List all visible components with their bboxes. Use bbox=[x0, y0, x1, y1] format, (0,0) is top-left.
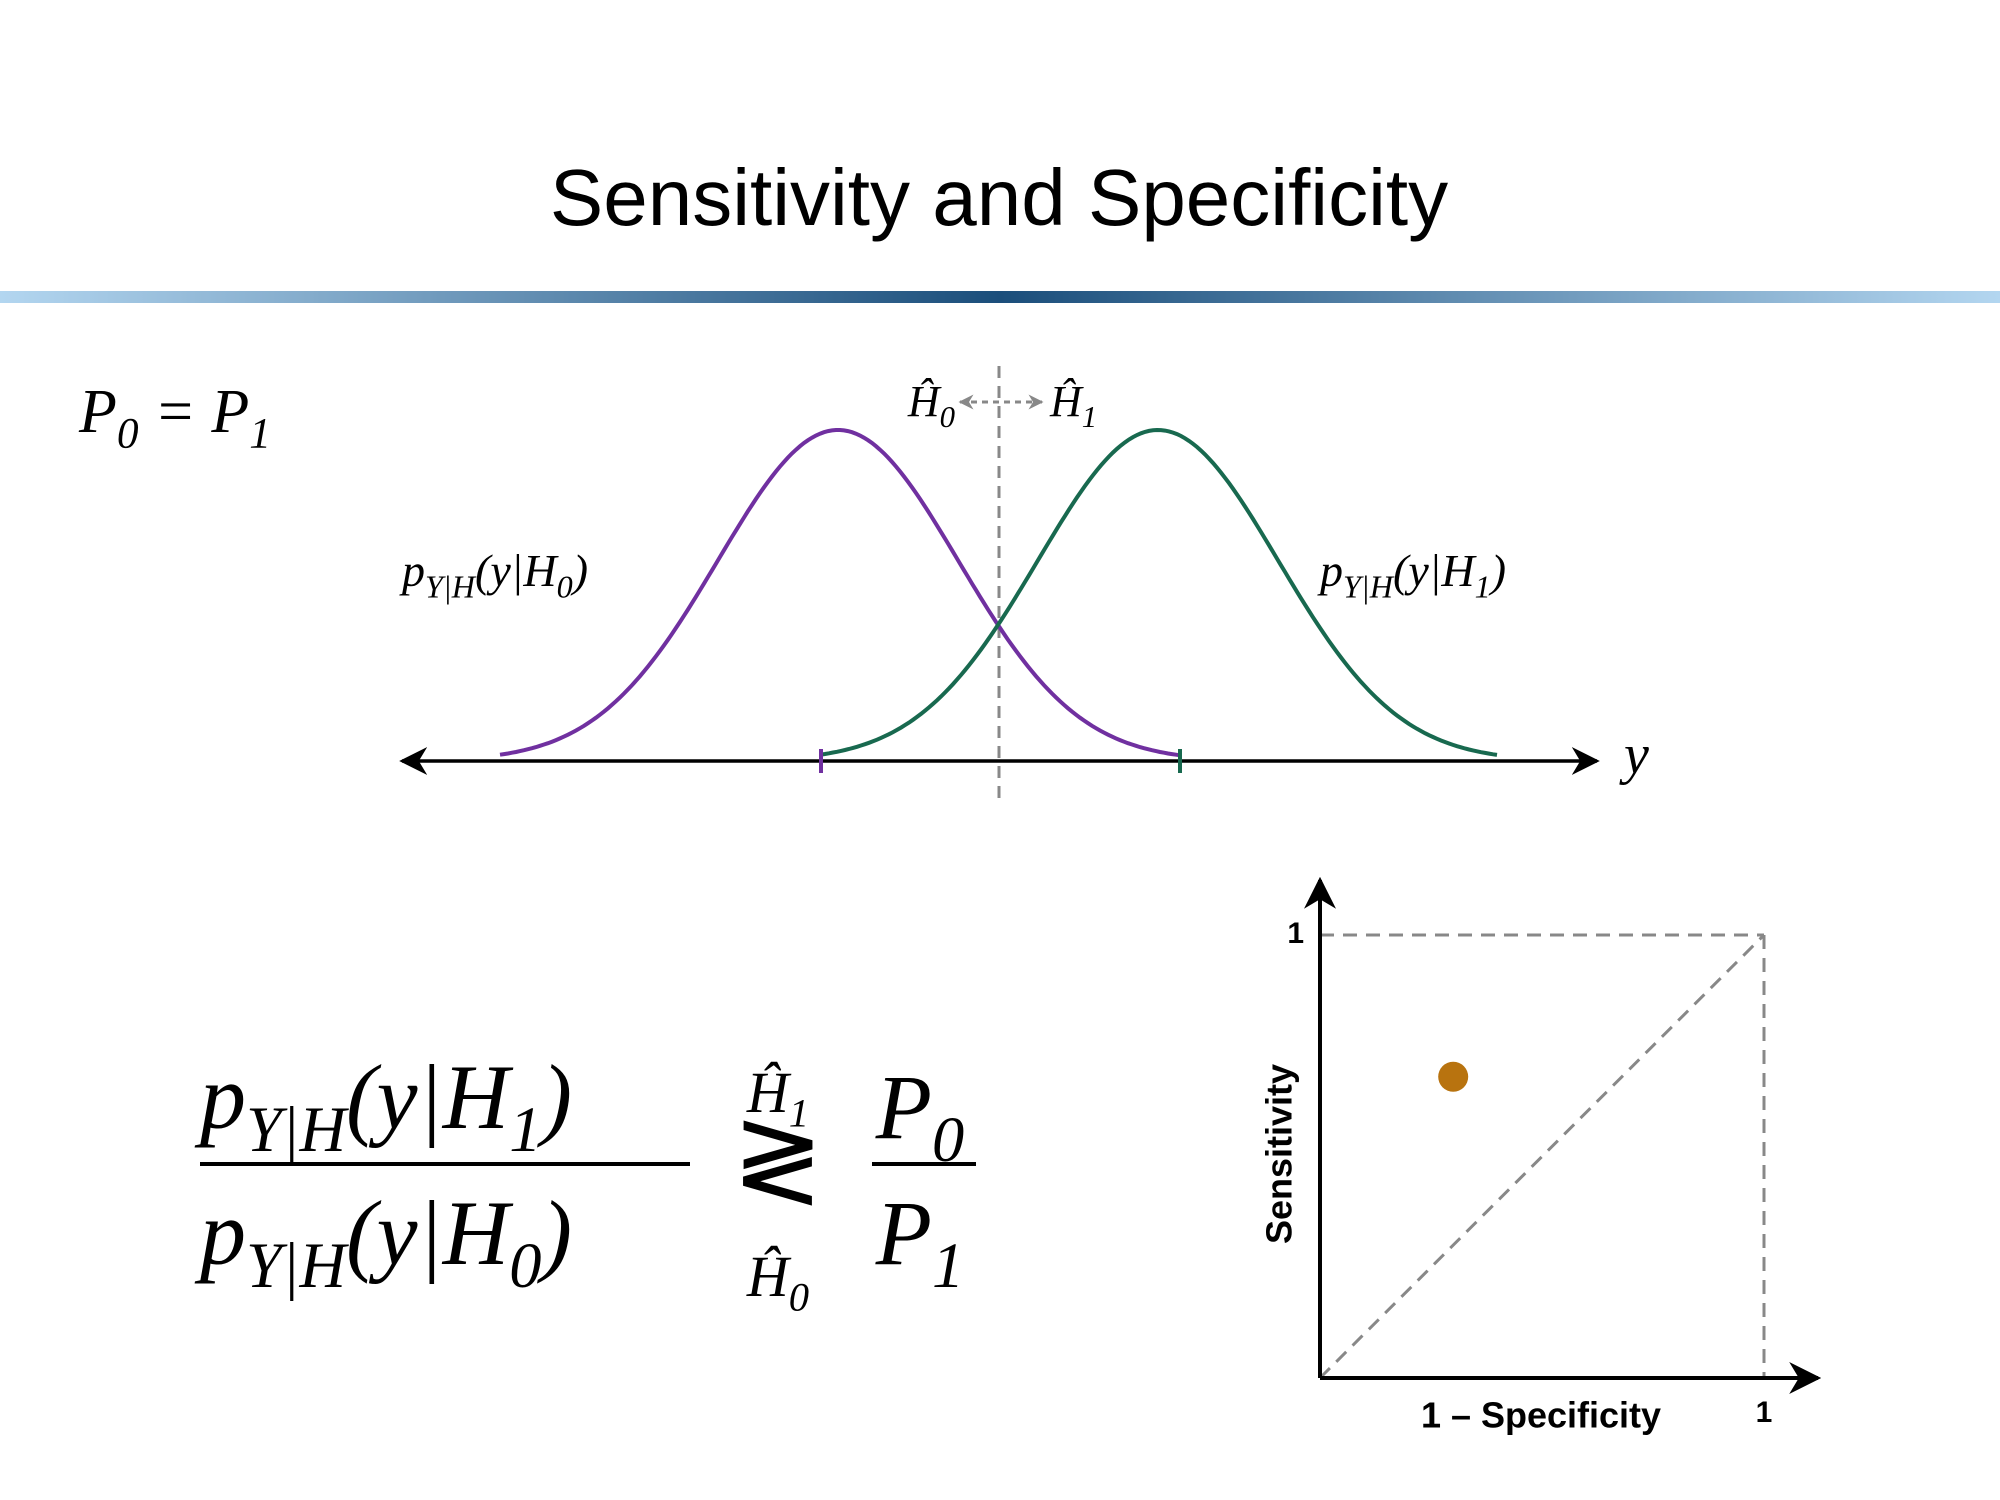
math-subscript: 0 bbox=[509, 1230, 541, 1301]
math-text: Ĥ bbox=[746, 1244, 792, 1309]
likelihood-ratio-test: pY|H(y|H1) pY|H(y|H0) Ĥ1 ≷ Ĥ0 P0 P1 bbox=[194, 1046, 976, 1320]
lower-decision: Ĥ0 bbox=[746, 1244, 809, 1320]
ratio-numerator: pY|H(y|H1) bbox=[194, 1046, 572, 1165]
density-label-h1: pY|H(y|H1) bbox=[1317, 545, 1506, 605]
math-text: P bbox=[875, 1056, 932, 1158]
density-curve-h0 bbox=[499, 428, 1181, 758]
upper-decision: Ĥ1 bbox=[746, 1060, 809, 1136]
math-subscript: 0 bbox=[789, 1275, 809, 1320]
y-axis-label: Sensitivity bbox=[1259, 1064, 1300, 1244]
density-label-h0: pY|H(y|H0) bbox=[399, 545, 588, 605]
math-text: = P bbox=[139, 378, 250, 446]
math-text: ) bbox=[536, 1182, 572, 1284]
title-rule bbox=[0, 291, 2000, 303]
math-subscript: Y|H bbox=[246, 1230, 350, 1301]
math-text: p bbox=[1317, 545, 1343, 596]
x-axis-label: 1 – Specificity bbox=[1421, 1395, 1661, 1436]
math-text: (y|H bbox=[475, 545, 559, 596]
math-subscript: 0 bbox=[117, 410, 139, 458]
math-subscript: Y|H bbox=[246, 1094, 350, 1165]
threshold-denominator: P1 bbox=[875, 1182, 964, 1301]
threshold-numerator: P0 bbox=[875, 1056, 964, 1175]
math-text: P bbox=[78, 378, 117, 446]
y-axis-label: y bbox=[1619, 724, 1649, 786]
math-subscript: 1 bbox=[1082, 400, 1097, 434]
math-text: ) bbox=[536, 1046, 572, 1148]
ratio-denominator: pY|H(y|H0) bbox=[194, 1182, 572, 1301]
math-text: Ĥ bbox=[746, 1060, 792, 1125]
math-text: Ĥ bbox=[907, 377, 942, 426]
prior-condition: P0 = P1 bbox=[78, 378, 271, 458]
roc-point bbox=[1438, 1061, 1469, 1092]
math-subscript: 1 bbox=[789, 1091, 809, 1136]
math-text: (y|H bbox=[346, 1046, 514, 1148]
math-text: ) bbox=[1488, 545, 1506, 596]
math-subscript: 1 bbox=[249, 410, 271, 458]
math-subscript: 1 bbox=[932, 1230, 964, 1301]
slide-title: Sensitivity and Specificity bbox=[550, 153, 1448, 242]
y-tick-label: 1 bbox=[1287, 917, 1304, 950]
math-text: p bbox=[194, 1046, 246, 1148]
math-subscript: Y|H bbox=[425, 569, 477, 605]
math-subscript: 0 bbox=[940, 400, 955, 434]
math-subscript: 1 bbox=[509, 1094, 541, 1165]
math-text: (y|H bbox=[1393, 545, 1477, 596]
decision-right: Ĥ1 bbox=[1049, 377, 1097, 434]
roc-chart: 1 1 1 – Specificity Sensitivity bbox=[1259, 876, 1822, 1436]
decision-left: Ĥ0 bbox=[907, 377, 955, 434]
math-subscript: 0 bbox=[557, 569, 573, 605]
x-tick-label: 1 bbox=[1756, 1396, 1773, 1429]
density-plot: Ĥ0 Ĥ1 pY|H(y|H0) pY|H(y|H1) y bbox=[399, 366, 1649, 800]
decision-relation: ≷ bbox=[732, 1094, 824, 1222]
density-curve-h1 bbox=[820, 427, 1498, 757]
math-subscript: 1 bbox=[1475, 569, 1491, 605]
math-text: (y|H bbox=[346, 1182, 514, 1284]
math-text: p bbox=[194, 1182, 246, 1284]
math-text: P bbox=[875, 1182, 932, 1284]
math-subscript: Y|H bbox=[1343, 569, 1395, 605]
math-text: Ĥ bbox=[1049, 377, 1084, 426]
math-text: ) bbox=[570, 545, 588, 596]
diagonal bbox=[1318, 933, 1766, 1380]
math-text: p bbox=[399, 545, 425, 596]
